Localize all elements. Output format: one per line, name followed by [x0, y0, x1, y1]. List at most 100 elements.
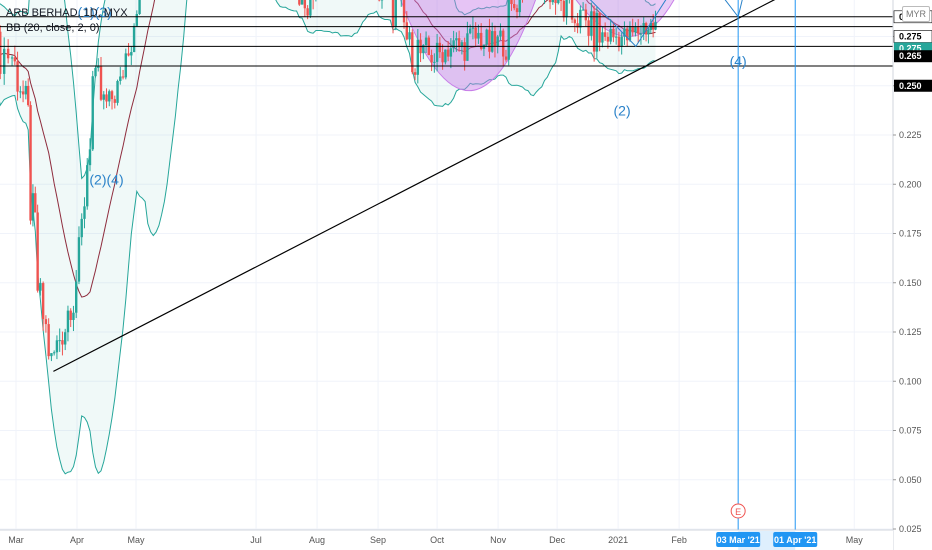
candle-body [0, 31, 2, 74]
drawing-lines [0, 0, 893, 530]
candle-body [455, 38, 458, 41]
candle-body [88, 149, 92, 166]
price-tick-label: 0.150 [899, 278, 922, 288]
wave-label: (2) [614, 102, 631, 118]
candle-body [124, 53, 127, 78]
candle-body [499, 30, 502, 37]
wave-labels: (5)(1)(3)(2)(4)(1)(3)(4)(2)(5)E [78, 4, 747, 519]
wave-label: (1)(3) [78, 4, 112, 20]
candle-body [130, 52, 133, 56]
bollinger-bands [0, 0, 656, 475]
candle-body [391, 0, 395, 28]
price-axis[interactable]: 0.5250.5000.4750.4500.4250.4000.3750.350… [892, 0, 932, 550]
price-tick-label: 0.125 [899, 327, 922, 337]
price-tag-label: 0.275 [899, 32, 922, 42]
candle-body [554, 0, 557, 4]
time-tick-label: Sep [370, 535, 386, 545]
date-tag-label: 03 Mar '21 [717, 535, 760, 545]
candle-body [471, 27, 475, 29]
candle-body [309, 0, 312, 16]
price-tag-label: 0.250 [899, 81, 922, 91]
candle-body [10, 57, 14, 59]
candle-body [452, 40, 455, 49]
candle-body [502, 30, 505, 57]
currency-badge[interactable]: MYR [902, 6, 930, 22]
candle-body [39, 283, 42, 291]
candle-body [69, 310, 72, 320]
time-tick-label: Aug [309, 535, 325, 545]
candle-body [77, 237, 81, 282]
band-basis [0, 0, 656, 298]
candle-body [430, 54, 433, 63]
candle-body [628, 26, 632, 41]
candles [0, 0, 657, 362]
candle-body [24, 85, 28, 95]
time-tick-label: Jul [250, 535, 262, 545]
candle-body [612, 28, 615, 38]
candle-body [298, 0, 301, 5]
candle-body [518, 0, 521, 13]
candle-body [19, 91, 22, 93]
candle-body [614, 36, 618, 38]
time-axis[interactable]: Mar Apr May Jul Aug Sep Oct Nov Dec 2021 Feb May 03 … [0, 529, 893, 550]
candle-body [559, 0, 563, 1]
candle-body [579, 9, 582, 28]
price-tick-label: 0.175 [899, 229, 922, 239]
candle-body [598, 12, 601, 43]
price-tick-label: 0.075 [899, 426, 922, 436]
candle-body [515, 8, 519, 13]
candle-body [127, 53, 130, 56]
candle-body [504, 56, 508, 60]
candle-body [47, 324, 50, 357]
candle-body [306, 8, 309, 16]
candle-body [623, 28, 626, 37]
price-tag-label: 0.265 [899, 51, 922, 61]
candle-body [565, 0, 568, 18]
chart-legend: ARB BERHAD, 1D, MYX BB (20, close, 2, 0) [6, 6, 128, 36]
candle-body [16, 61, 19, 92]
indicator-line[interactable]: BB (20, close, 2, 0) [6, 22, 100, 34]
candle-body [6, 48, 10, 59]
candle-body [34, 193, 37, 213]
candle-body [108, 91, 111, 102]
date-tag-box[interactable] [773, 532, 818, 547]
candle-body [411, 32, 414, 73]
candle-body [41, 283, 45, 320]
candle-body [422, 45, 425, 54]
candle-body [433, 61, 436, 63]
time-tick-label: Oct [430, 535, 445, 545]
candle-body [21, 91, 25, 95]
candle-body [496, 36, 499, 46]
candle-body [113, 99, 116, 103]
band-lower [0, 0, 656, 475]
candle-body [119, 76, 122, 81]
time-tick-label: Nov [490, 535, 507, 545]
candle-body [50, 353, 53, 357]
candle-body [29, 105, 32, 221]
candle-body [66, 310, 70, 333]
time-axis-bg [0, 530, 893, 550]
band-fill [0, 0, 656, 474]
candle-body [510, 0, 513, 5]
time-tick-label: 2021 [608, 535, 628, 545]
candle-body [477, 32, 480, 39]
candle-body [27, 85, 30, 106]
time-tick-label: May [846, 535, 864, 545]
trendline [53, 0, 776, 372]
candle-body [55, 340, 59, 353]
price-tag-box [894, 79, 932, 92]
candle-body [444, 49, 447, 63]
candle-body [576, 23, 579, 28]
date-tag-box[interactable] [716, 532, 761, 547]
candle-body [132, 25, 136, 53]
candle-body [557, 0, 560, 4]
symbol-line[interactable]: ARB BERHAD, 1D, MYX [6, 7, 128, 19]
candle-body [102, 94, 105, 100]
candle-body [463, 42, 466, 61]
candle-body [413, 72, 417, 75]
candle-body [637, 26, 640, 34]
grid [0, 0, 893, 530]
candle-body [634, 26, 637, 33]
candle-body [507, 0, 510, 60]
